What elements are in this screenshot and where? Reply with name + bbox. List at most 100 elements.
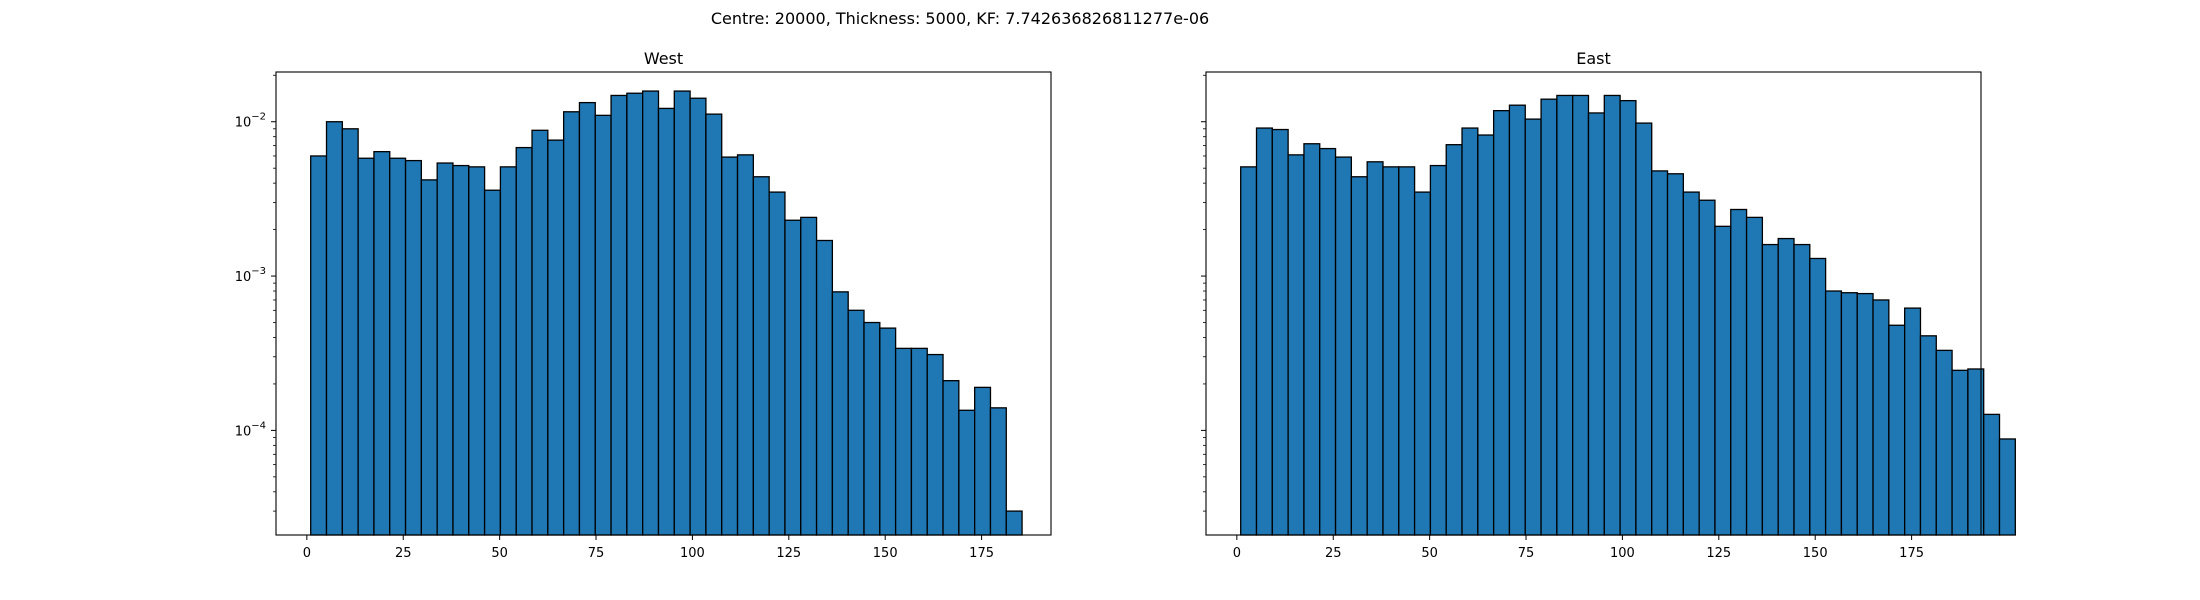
west-histogram-bar (578, 101, 596, 536)
east-x-tick-label: 75 (1518, 546, 1535, 561)
east-histogram-bar (1334, 156, 1353, 536)
east-histogram-bar (1793, 243, 1811, 536)
east-histogram-bar (1730, 208, 1748, 536)
west-histogram-bar (768, 191, 786, 536)
west-x-tick-label: 75 (588, 546, 605, 561)
east-x-tick-label: 150 (1803, 546, 1828, 561)
west-x-tick-label: 0 (303, 546, 311, 561)
west-histogram-bar (452, 164, 470, 536)
east-histogram-bar (1983, 413, 2001, 536)
west-title: West (644, 49, 683, 68)
west-histogram-bar (863, 321, 881, 536)
east-histogram-bar (1777, 237, 1795, 536)
east-histogram-bar (1745, 216, 1764, 536)
west-histogram-bar (310, 155, 328, 536)
west-histogram-bar (341, 128, 359, 536)
west-histogram-bar (1005, 510, 1023, 536)
east-histogram-bar (1524, 118, 1542, 536)
east-x-tick-label: 0 (1233, 546, 1241, 561)
west-histogram-bar (673, 90, 691, 536)
east-histogram-bar (1603, 94, 1621, 536)
west-histogram-bar (626, 92, 644, 536)
east-x-tick-label: 25 (1325, 546, 1342, 561)
east-x-tick-label: 125 (1706, 546, 1731, 561)
east-histogram-bar (1856, 292, 1874, 536)
west-histogram-bar (910, 347, 928, 536)
west-histogram-bar (721, 156, 739, 536)
east-histogram-bar (1429, 164, 1447, 536)
west-histogram-bar (831, 291, 849, 536)
west-histogram-bar (562, 111, 581, 536)
west-histogram-bar (784, 219, 802, 536)
east-x-tick-label: 100 (1610, 546, 1635, 561)
west-histogram-bar (499, 166, 517, 536)
west-histogram-bar (894, 347, 913, 536)
west-y-tick-label: 10−3 (235, 266, 266, 285)
west-x-tick-label: 150 (873, 546, 898, 561)
west-histogram-bar (958, 409, 976, 536)
west-histogram-bar (325, 121, 343, 536)
west-histogram-bar (989, 407, 1007, 536)
west-histogram-bar (436, 162, 454, 536)
east-histogram-bar (1951, 369, 1969, 536)
west-histogram-bar (389, 157, 407, 536)
east-histogram-bar (1366, 161, 1384, 536)
west-histogram-bar (483, 189, 502, 536)
east-histogram-bar (1398, 166, 1416, 536)
west-histogram-bar (847, 309, 865, 536)
west-x-tick-label: 125 (776, 546, 801, 561)
west-histogram-bar (752, 176, 770, 536)
west-histogram-bar (468, 166, 486, 536)
west-histogram-bar (815, 239, 834, 536)
east-histogram-bar (1350, 176, 1368, 536)
east-histogram-bar (1840, 292, 1858, 536)
east-histogram-bar (1492, 109, 1511, 536)
east-histogram-bar (1682, 191, 1700, 536)
east-histogram-bar (1572, 94, 1590, 536)
west-histogram-bar (642, 90, 660, 536)
west-histogram-bar (974, 386, 992, 536)
west-histogram-bar (547, 139, 565, 536)
east-histogram-bar (1998, 438, 2016, 536)
west-y-tick-label: 10−2 (235, 112, 266, 131)
east-histogram-bar (1540, 98, 1558, 536)
east-histogram-bar (1698, 199, 1716, 536)
west-x-tick-label: 25 (395, 546, 412, 561)
west-histogram-bar (657, 107, 675, 536)
east-histogram-bar (1809, 257, 1827, 536)
east-title: East (1576, 49, 1611, 68)
east-histogram-bar (1382, 166, 1400, 536)
east-histogram-bar (1587, 112, 1605, 536)
west-histogram-bar (373, 150, 391, 536)
east-histogram-bar (1445, 144, 1463, 536)
east-histogram-bar (1508, 104, 1526, 536)
west-histogram-bar (942, 380, 960, 536)
west-histogram-bar (531, 129, 549, 536)
east-histogram-bar (1556, 94, 1574, 536)
west-x-tick-label: 50 (491, 546, 508, 561)
east-histogram-bar (1477, 134, 1495, 536)
east-x-tick-label: 50 (1421, 546, 1438, 561)
west-histogram-bar (705, 113, 723, 536)
east-histogram-bar (1635, 122, 1653, 536)
east-histogram-bar (1619, 99, 1637, 536)
east-axes: East 0 25 50 75 100 125 150 175 (1201, 49, 2016, 561)
east-histogram-bar (1714, 225, 1732, 536)
east-axes-frame (1205, 71, 1982, 536)
west-histogram-bar (736, 154, 754, 536)
east-histogram-bar (1761, 243, 1779, 536)
west-histogram-bar (404, 159, 423, 536)
west-y-tick-label: 10−4 (235, 420, 266, 439)
east-histogram-bar (1919, 335, 1937, 536)
east-x-tick-label: 175 (1899, 546, 1924, 561)
east-histogram-bar (1888, 324, 1906, 536)
east-histogram-bar (1651, 170, 1669, 536)
east-histogram-bar (1319, 147, 1337, 536)
west-histogram-bar (689, 97, 707, 536)
west-histogram-bar (610, 94, 628, 536)
west-histogram-bar (420, 179, 438, 536)
east-histogram-bar (1240, 166, 1258, 536)
east-histogram-bar (1666, 173, 1684, 536)
east-histogram-bar (1935, 349, 1953, 536)
